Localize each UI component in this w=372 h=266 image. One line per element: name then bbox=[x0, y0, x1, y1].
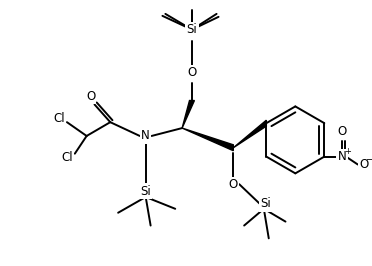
Text: O: O bbox=[337, 124, 347, 138]
Text: Cl: Cl bbox=[61, 151, 73, 164]
Text: Si: Si bbox=[187, 23, 197, 36]
Text: Si: Si bbox=[260, 197, 271, 210]
Text: −: − bbox=[366, 155, 372, 165]
Text: +: + bbox=[344, 147, 352, 156]
Text: Cl: Cl bbox=[53, 112, 65, 125]
Polygon shape bbox=[182, 128, 233, 151]
Text: O: O bbox=[359, 158, 368, 171]
Text: O: O bbox=[229, 178, 238, 191]
Text: N: N bbox=[141, 130, 150, 143]
Polygon shape bbox=[233, 120, 266, 148]
Text: N: N bbox=[338, 150, 346, 163]
Text: Si: Si bbox=[140, 185, 151, 198]
Polygon shape bbox=[182, 101, 195, 128]
Text: O: O bbox=[86, 90, 95, 103]
Text: O: O bbox=[187, 66, 196, 80]
